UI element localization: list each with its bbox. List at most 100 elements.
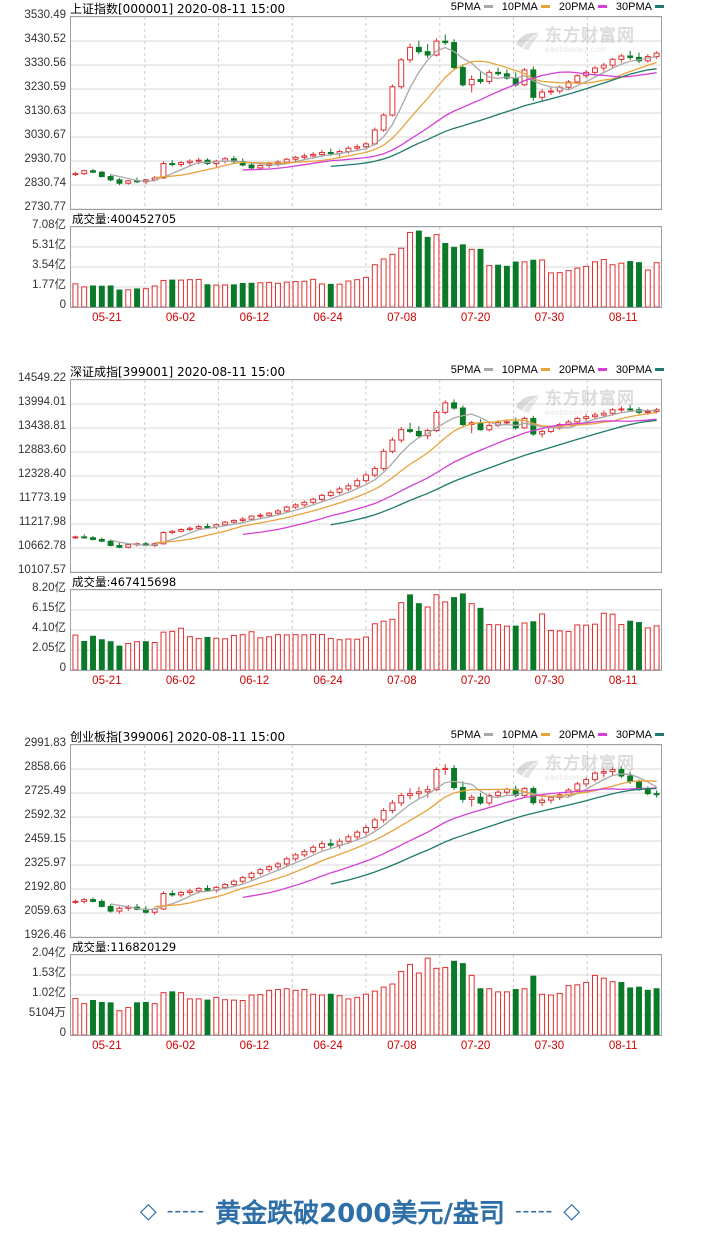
chart-title: 上证指数[000001] 2020-08-11 15:00 (70, 2, 286, 16)
x-axis-date: 08-11 (608, 675, 638, 687)
price-y-tick: 2459.15 (24, 833, 66, 845)
volume-title: 成交量:467415698 (72, 575, 177, 589)
legend-label: 5PMA (450, 1, 481, 13)
price-y-tick: 11217.98 (18, 516, 66, 528)
legend-swatch (540, 368, 550, 371)
banner-text: 黄金跌破2000美元/盎司 (215, 1198, 505, 1229)
price-y-tick: 2730.77 (24, 201, 66, 213)
price-y-tick: 12328.40 (18, 468, 66, 480)
legend-swatch (540, 5, 550, 8)
legend-item-10pma: 10PMA (502, 1, 550, 13)
chart-title: 创业板指[399006] 2020-08-11 15:00 (70, 730, 286, 744)
x-axis-date: 06-12 (239, 1040, 270, 1052)
chart-header: 深证成指[399001] 2020-08-11 15:00 5PMA 10PMA 20… (0, 363, 720, 379)
index-chart-panel-1: 上证指数[000001] 2020-08-11 15:00 5PMA 10PMA 20… (0, 0, 720, 340)
legend-label: 5PMA (450, 729, 481, 741)
volume-y-tick: 0 (59, 1027, 66, 1039)
volume-y-tick: 5104万 (28, 1007, 66, 1019)
index-chart-panel-2: 深证成指[399001] 2020-08-11 15:00 5PMA 10PMA 20… (0, 363, 720, 703)
legend-label: 20PMA (558, 729, 595, 741)
price-y-tick: 2991.83 (24, 737, 66, 749)
bottom-banner: ◇ ----- 黄金跌破2000美元/盎司 ----- ◇ (0, 1188, 720, 1234)
legend-label: 30PMA (615, 1, 652, 13)
legend-label: 10PMA (501, 364, 538, 376)
volume-y-tick: 2.04亿 (32, 947, 66, 959)
legend-swatch (540, 733, 550, 736)
diamond-left-icon: ◇ (139, 1198, 157, 1223)
price-y-tick: 13438.81 (18, 420, 66, 432)
volume-y-tick: 8.20亿 (32, 582, 66, 594)
volume-y-tick: 7.08亿 (32, 219, 66, 231)
legend-label: 20PMA (558, 364, 595, 376)
volume-y-tick: 6.15亿 (32, 602, 66, 614)
legend-item-20pma: 20PMA (559, 729, 607, 741)
volume-plot (70, 226, 662, 308)
chart-header: 创业板指[399006] 2020-08-11 15:00 5PMA 10PMA 20… (0, 728, 720, 744)
legend-swatch (597, 5, 607, 8)
legend-swatch (655, 733, 664, 736)
x-axis-date: 07-30 (534, 1040, 565, 1052)
price-y-tick: 3330.56 (24, 57, 66, 69)
legend-label: 5PMA (450, 364, 481, 376)
x-axis-date: 06-02 (165, 675, 196, 687)
price-y-tick: 3430.52 (24, 33, 66, 45)
volume-title: 成交量:116820129 (72, 940, 177, 954)
legend-label: 10PMA (501, 1, 538, 13)
price-y-tick: 2192.80 (24, 881, 66, 893)
price-y-tick: 10662.78 (18, 540, 66, 552)
price-y-tick: 2325.97 (24, 857, 66, 869)
legend-label: 30PMA (615, 729, 652, 741)
volume-y-tick: 2.05亿 (32, 642, 66, 654)
legend-swatch (597, 368, 607, 371)
legend-item-5pma: 5PMA (451, 729, 493, 741)
legend-item-10pma: 10PMA (502, 364, 550, 376)
volume-y-tick: 1.53亿 (32, 967, 66, 979)
x-axis-date: 07-20 (460, 1040, 491, 1052)
price-y-tick: 2592.32 (24, 809, 66, 821)
x-axis-date: 07-30 (534, 675, 565, 687)
price-y-tick: 3230.59 (24, 81, 66, 93)
x-axis-date: 08-11 (608, 312, 638, 324)
volume-y-tick: 0 (59, 662, 66, 674)
price-y-tick: 3030.67 (24, 129, 66, 141)
x-axis: 05-21 06-02 06-12 06-24 07-08 07-20 07-30 08-11 (70, 675, 660, 689)
chart-title: 深证成指[399001] 2020-08-11 15:00 (70, 365, 286, 379)
x-axis-date: 06-12 (239, 312, 270, 324)
legend-label: 10PMA (501, 729, 538, 741)
x-axis-date: 06-24 (313, 312, 343, 324)
x-axis-date: 05-21 (92, 312, 122, 324)
price-plot (70, 16, 662, 210)
volume-y-tick: 0 (59, 299, 66, 311)
legend-swatch (655, 5, 664, 8)
legend-swatch (483, 733, 493, 736)
index-chart-panel-3: 创业板指[399006] 2020-08-11 15:00 5PMA 10PMA 20… (0, 728, 720, 1068)
price-y-tick: 13994.01 (18, 396, 66, 408)
price-y-tick: 11773.19 (18, 492, 66, 504)
legend-label: 20PMA (558, 1, 595, 13)
legend-item-20pma: 20PMA (559, 364, 607, 376)
legend-item-30pma: 30PMA (616, 364, 664, 376)
legend-swatch (483, 5, 493, 8)
x-axis-date: 07-30 (534, 312, 565, 324)
ma-legend: 5PMA 10PMA 20PMA 30PMA (451, 364, 664, 376)
legend-swatch (597, 733, 607, 736)
price-plot (70, 744, 662, 938)
legend-swatch (655, 368, 664, 371)
legend-item-5pma: 5PMA (451, 1, 493, 13)
legend-item-20pma: 20PMA (559, 1, 607, 13)
x-axis-date: 07-20 (460, 312, 491, 324)
price-y-tick: 2930.70 (24, 153, 66, 165)
x-axis-date: 07-08 (387, 1040, 417, 1052)
legend-swatch (483, 368, 493, 371)
x-axis: 05-21 06-02 06-12 06-24 07-08 07-20 07-30 08-11 (70, 1040, 660, 1054)
volume-y-tick: 4.10亿 (32, 622, 66, 634)
price-plot (70, 379, 662, 573)
price-y-tick: 12883.60 (18, 444, 66, 456)
dash-right: ----- (514, 1200, 554, 1222)
x-axis-date: 06-12 (239, 675, 270, 687)
ma-legend: 5PMA 10PMA 20PMA 30PMA (451, 729, 664, 741)
volume-y-tick: 5.31亿 (32, 239, 66, 251)
volume-title: 成交量:400452705 (72, 212, 177, 226)
x-axis-date: 06-02 (165, 1040, 196, 1052)
legend-item-30pma: 30PMA (616, 729, 664, 741)
